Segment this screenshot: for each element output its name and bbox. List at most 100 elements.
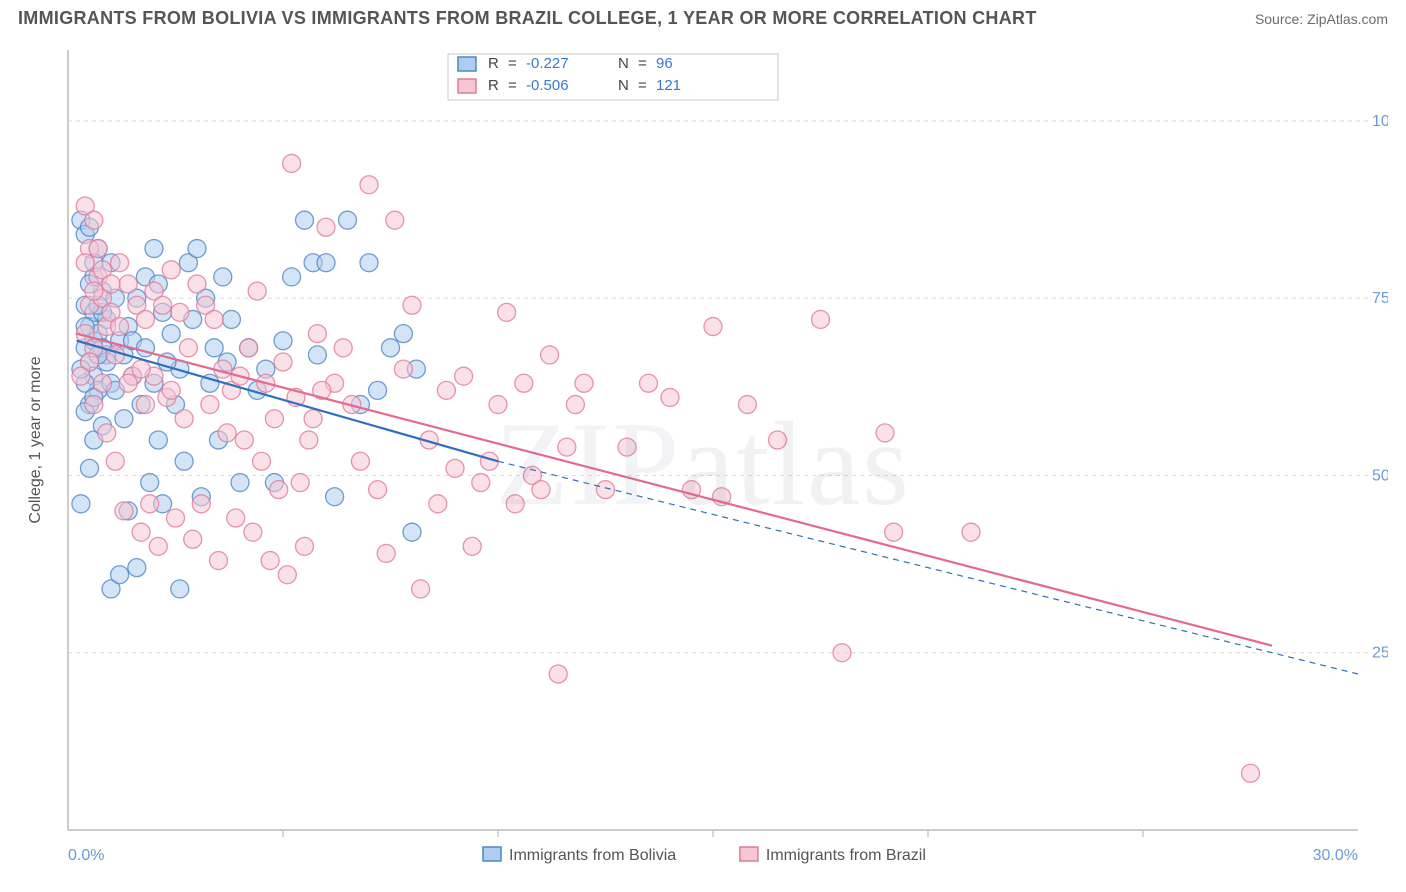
chart-area: ZIPatlas 25.0%50.0%75.0%100.0%0.0%30.0%C… — [18, 40, 1388, 874]
scatter-point-series-1 — [106, 346, 124, 364]
trend-line-dash-series-0 — [498, 461, 1358, 674]
scatter-point-series-1 — [274, 353, 292, 371]
scatter-point-series-1 — [201, 396, 219, 414]
scatter-point-series-1 — [549, 665, 567, 683]
scatter-point-series-1 — [98, 424, 116, 442]
scatter-point-series-0 — [111, 566, 129, 584]
scatter-point-series-1 — [248, 282, 266, 300]
scatter-point-series-1 — [278, 566, 296, 584]
scatter-point-series-1 — [132, 360, 150, 378]
scatter-point-series-0 — [317, 254, 335, 272]
chart-source: Source: ZipAtlas.com — [1255, 11, 1388, 27]
scatter-point-series-1 — [253, 452, 271, 470]
scatter-point-series-1 — [541, 346, 559, 364]
scatter-point-series-0 — [214, 268, 232, 286]
stat-n-value: 96 — [656, 55, 673, 72]
scatter-point-series-1 — [661, 388, 679, 406]
scatter-point-series-1 — [235, 431, 253, 449]
stats-swatch — [458, 57, 476, 71]
stat-n-value: 121 — [656, 77, 681, 94]
scatter-point-series-1 — [640, 374, 658, 392]
x-tick-label: 30.0% — [1313, 847, 1358, 864]
scatter-point-series-1 — [85, 396, 103, 414]
legend-swatch — [483, 847, 501, 861]
scatter-point-series-1 — [489, 396, 507, 414]
scatter-point-series-1 — [119, 275, 137, 293]
scatter-point-series-1 — [472, 474, 490, 492]
scatter-point-series-0 — [72, 495, 90, 513]
y-tick-label: 100.0% — [1372, 113, 1388, 130]
scatter-point-series-1 — [515, 374, 533, 392]
scatter-point-series-0 — [171, 580, 189, 598]
scatter-point-series-1 — [403, 296, 421, 314]
legend-label: Immigrants from Bolivia — [509, 847, 676, 864]
scatter-point-series-1 — [76, 254, 94, 272]
source-link[interactable]: ZipAtlas.com — [1307, 11, 1388, 27]
scatter-point-series-1 — [412, 580, 430, 598]
scatter-point-series-1 — [317, 218, 335, 236]
y-axis-title: College, 1 year or more — [27, 356, 44, 523]
source-prefix: Source: — [1255, 11, 1307, 27]
scatter-point-series-1 — [227, 509, 245, 527]
scatter-point-series-0 — [360, 254, 378, 272]
scatter-point-series-1 — [446, 459, 464, 477]
scatter-point-series-1 — [291, 474, 309, 492]
scatter-point-series-0 — [188, 240, 206, 258]
scatter-point-series-1 — [704, 318, 722, 336]
scatter-point-series-1 — [304, 410, 322, 428]
scatter-point-series-1 — [244, 523, 262, 541]
scatter-chart: 25.0%50.0%75.0%100.0%0.0%30.0%College, 1… — [18, 40, 1388, 874]
stat-n-label: N — [618, 77, 629, 94]
stat-r-label: R — [488, 55, 499, 72]
scatter-point-series-0 — [175, 452, 193, 470]
scatter-point-series-0 — [382, 339, 400, 357]
scatter-point-series-1 — [283, 154, 301, 172]
y-tick-label: 75.0% — [1372, 290, 1388, 307]
stat-r-label: R — [488, 77, 499, 94]
scatter-point-series-1 — [218, 424, 236, 442]
scatter-point-series-1 — [769, 431, 787, 449]
scatter-point-series-1 — [119, 374, 137, 392]
scatter-point-series-1 — [154, 296, 172, 314]
scatter-point-series-0 — [369, 381, 387, 399]
scatter-point-series-0 — [296, 211, 314, 229]
scatter-point-series-1 — [1242, 764, 1260, 782]
scatter-point-series-0 — [326, 488, 344, 506]
scatter-point-series-0 — [128, 559, 146, 577]
scatter-point-series-1 — [575, 374, 593, 392]
scatter-point-series-1 — [300, 431, 318, 449]
scatter-point-series-1 — [296, 537, 314, 555]
scatter-point-series-1 — [89, 240, 107, 258]
scatter-point-series-1 — [162, 261, 180, 279]
scatter-point-series-1 — [308, 325, 326, 343]
scatter-point-series-1 — [618, 438, 636, 456]
scatter-point-series-0 — [394, 325, 412, 343]
scatter-point-series-1 — [812, 310, 830, 328]
stats-swatch — [458, 79, 476, 93]
scatter-point-series-1 — [270, 481, 288, 499]
scatter-point-series-1 — [111, 254, 129, 272]
legend-swatch — [740, 847, 758, 861]
y-tick-label: 50.0% — [1372, 467, 1388, 484]
scatter-point-series-1 — [738, 396, 756, 414]
scatter-point-series-1 — [210, 552, 228, 570]
scatter-point-series-1 — [111, 318, 129, 336]
scatter-point-series-1 — [351, 452, 369, 470]
trend-line-series-1 — [77, 334, 1272, 646]
scatter-point-series-1 — [179, 339, 197, 357]
stat-r-value: -0.506 — [526, 77, 569, 94]
scatter-point-series-0 — [339, 211, 357, 229]
stat-eq: = — [508, 77, 517, 94]
stat-n-label: N — [618, 55, 629, 72]
scatter-point-series-1 — [558, 438, 576, 456]
stat-eq: = — [638, 55, 647, 72]
scatter-point-series-1 — [175, 410, 193, 428]
scatter-point-series-1 — [102, 275, 120, 293]
scatter-point-series-1 — [85, 211, 103, 229]
y-tick-label: 25.0% — [1372, 645, 1388, 662]
scatter-point-series-1 — [455, 367, 473, 385]
scatter-point-series-1 — [162, 381, 180, 399]
scatter-point-series-1 — [184, 530, 202, 548]
scatter-point-series-1 — [437, 381, 455, 399]
scatter-point-series-1 — [463, 537, 481, 555]
